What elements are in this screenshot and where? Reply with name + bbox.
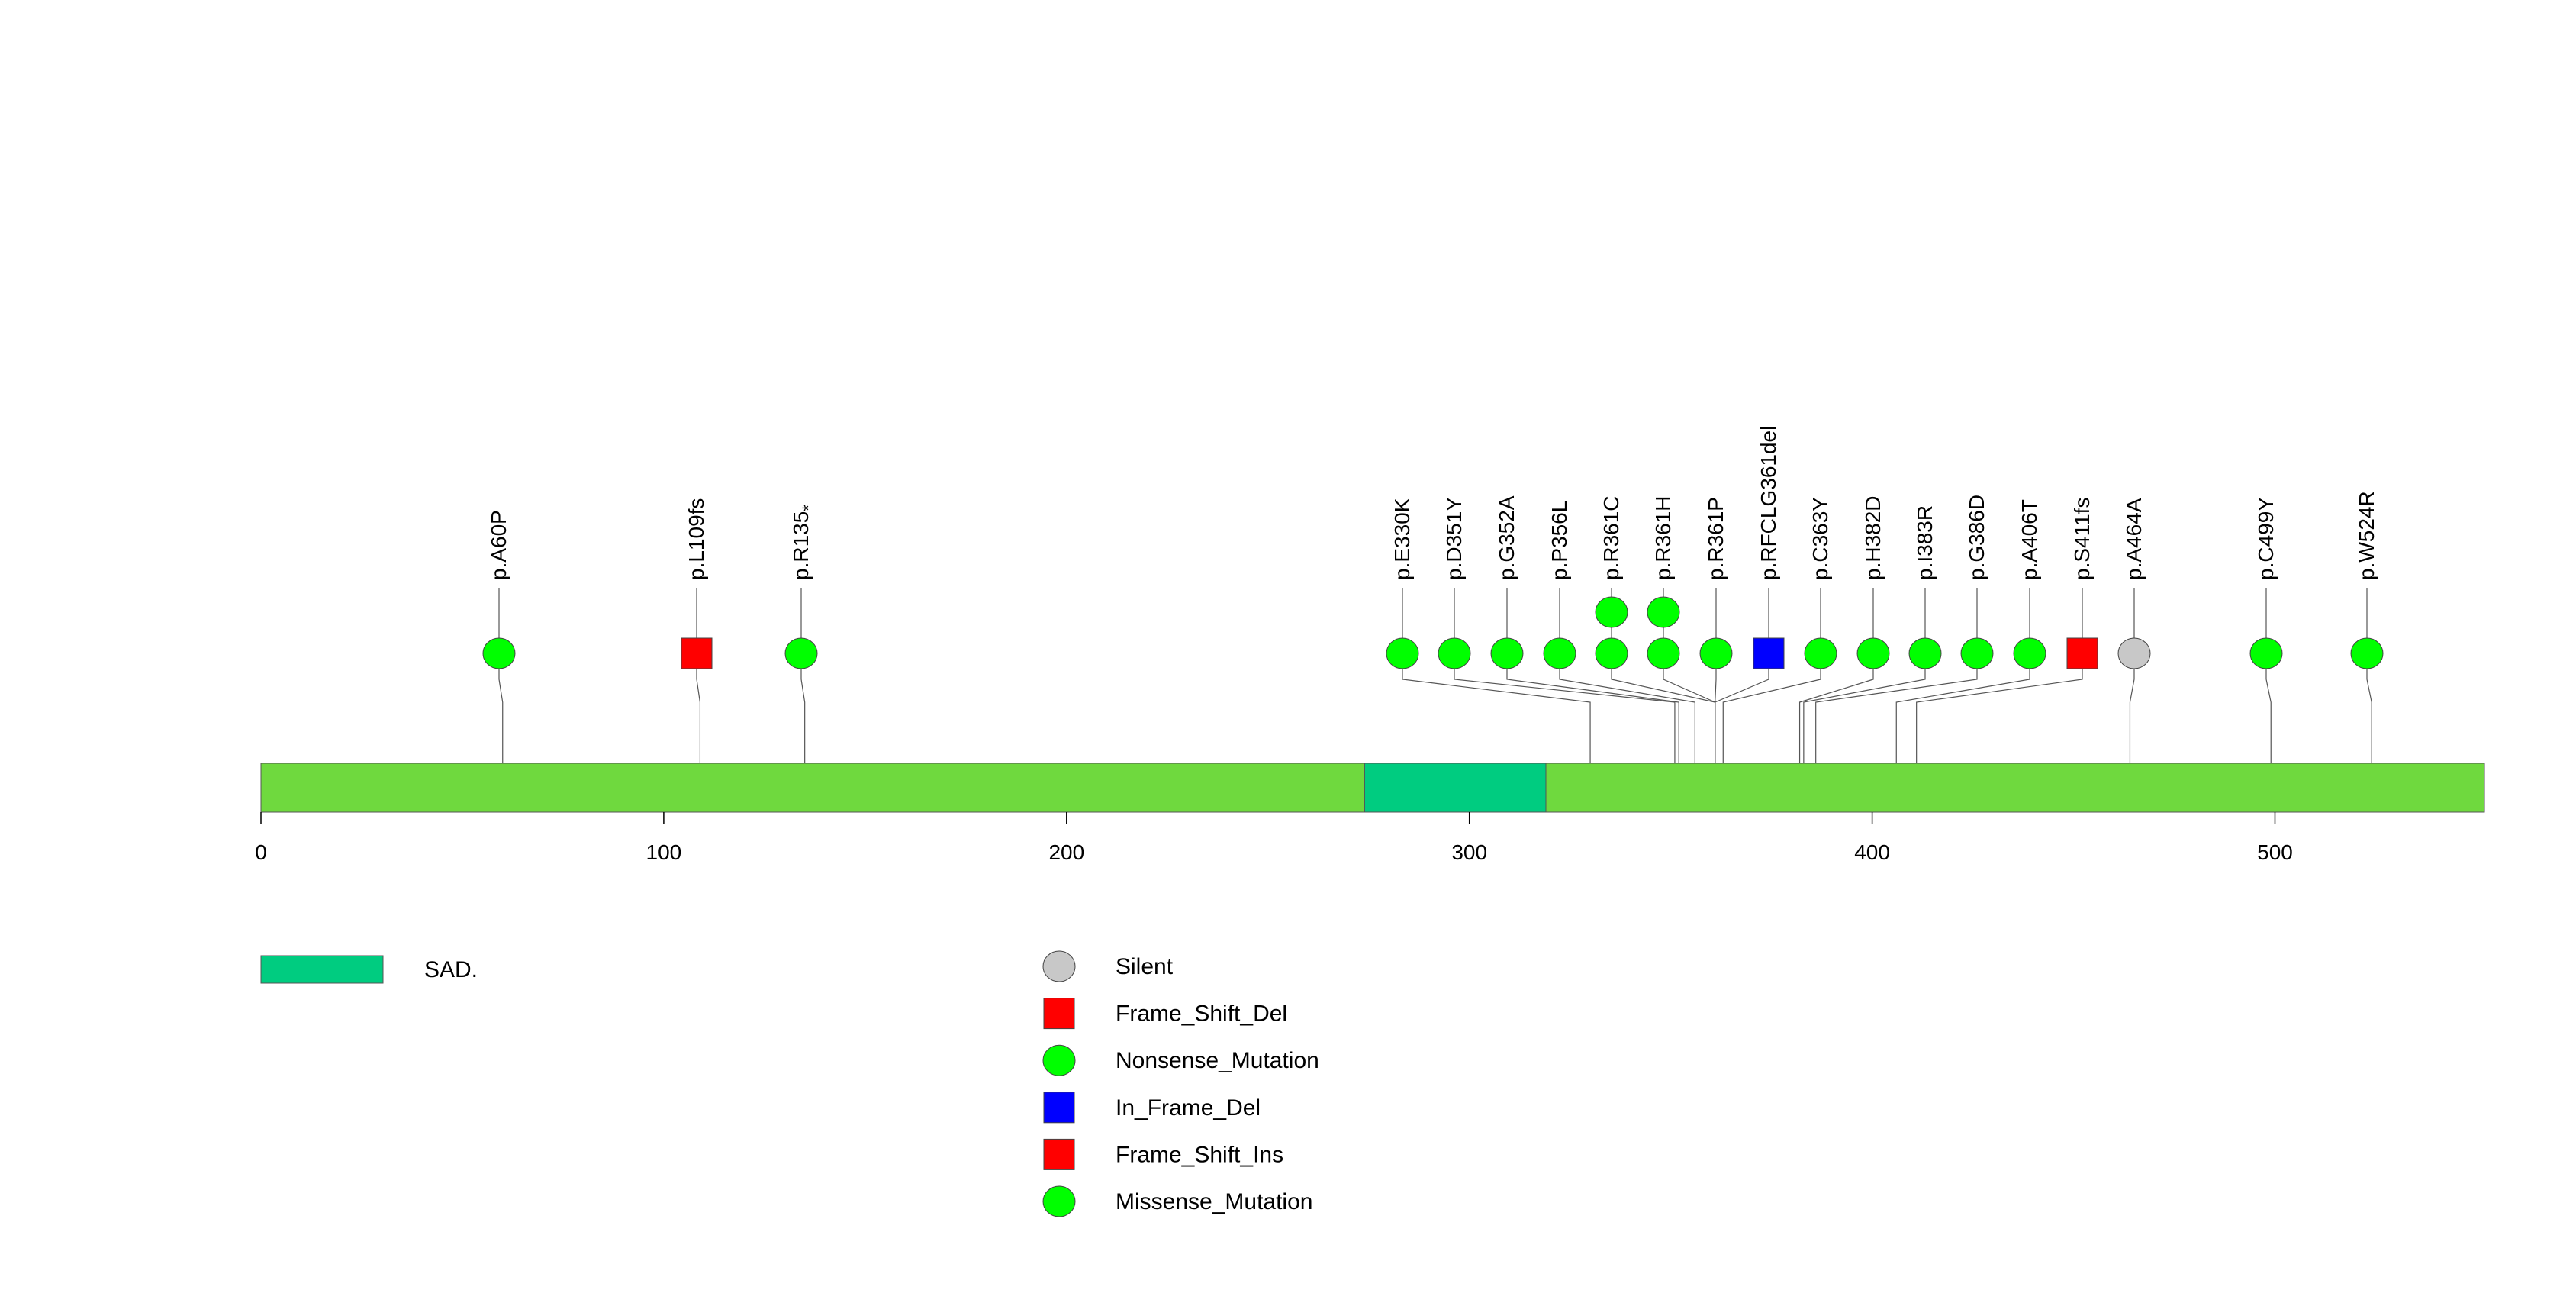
label-pc499y: p.C499Y: [2254, 497, 2278, 580]
label-ph382d: p.H382D: [1861, 495, 1885, 580]
connector-pa464a: [2129, 653, 2135, 763]
legend-silent-label: Silent: [1116, 954, 1174, 979]
x-tick-label-300: 300: [1451, 840, 1487, 864]
marker-pg352a: [1490, 637, 1524, 669]
connector-pg352a: [1506, 653, 1679, 763]
label-pr361c: p.R361C: [1599, 495, 1623, 580]
marker-pe330k: [1386, 637, 1419, 669]
label-pr361p: p.R361P: [1704, 497, 1728, 580]
legend-in-frame-del-swatch: [1043, 1092, 1075, 1124]
marker-pa406t: [2013, 637, 2046, 669]
connector-pw524r: [2366, 653, 2372, 763]
marker-pa60p: [482, 637, 516, 669]
label-pw524r: p.W524R: [2355, 491, 2378, 580]
marker-pp356l: [1543, 637, 1576, 669]
label-pa60p: p.A60P: [487, 510, 510, 580]
legend-frame-shift-del-label: Frame_Shift_Del: [1116, 1001, 1287, 1027]
label-pd351y: p.D351Y: [1442, 497, 1466, 580]
label-pr135: p.R135*: [789, 505, 818, 580]
marker-pi383r: [1908, 637, 1942, 669]
marker-pr361p: [1699, 637, 1733, 669]
label-pe330k: p.E330K: [1390, 498, 1414, 580]
marker-pg386d: [1960, 637, 1994, 669]
x-tick-label-0: 0: [255, 840, 267, 864]
domain-legend-swatch: [260, 955, 384, 984]
label-subscript-pr135: *: [799, 505, 818, 511]
label-pi383r: p.I383R: [1913, 505, 1937, 580]
marker-ph382d: [1856, 637, 1890, 669]
label-ps411fs: p.S411fs: [2070, 498, 2094, 580]
marker-pc363y: [1804, 637, 1837, 669]
domain-legend: SAD.: [260, 955, 478, 984]
x-tick-label-200: 200: [1048, 840, 1084, 864]
mutation-type-legend: Silent Frame_Shift_Del Nonsense_Mutation In…: [1042, 950, 1319, 1217]
protein-backbone-layer: [260, 763, 2485, 813]
connector-pl109fs: [696, 653, 701, 763]
connector-pe330k: [1402, 653, 1591, 763]
legend-frame-shift-del-swatch: [1043, 998, 1075, 1030]
legend-missense-mutation-label: Missense_Mutation: [1116, 1189, 1312, 1214]
connector-pr361h: [1663, 653, 1716, 763]
marker-pw524r: [2350, 637, 2384, 669]
marker-ps411fs: [2066, 637, 2098, 669]
legend-silent-swatch: [1042, 950, 1076, 982]
connector-pa60p: [498, 653, 504, 763]
marker-pr361h: [1647, 637, 1680, 669]
legend-in-frame-del-label: In_Frame_Del: [1116, 1095, 1261, 1121]
mutation-labels: p.A60P p.L109fs p.R135* p.E330K p.D351Y p.G35…: [487, 426, 2378, 580]
label-pa464a: p.A464A: [2122, 498, 2146, 580]
label-pa406t: p.A406T: [2017, 499, 2041, 580]
legend-frame-shift-ins-swatch: [1043, 1138, 1075, 1170]
connector-ps411fs: [1916, 653, 2083, 763]
marker-pr135: [784, 637, 818, 669]
mutation-markers: [482, 596, 2384, 669]
connector-pd351y: [1454, 653, 1676, 763]
legend-missense-mutation-swatch: [1042, 1185, 1076, 1217]
connector-pi383r: [1803, 653, 1926, 763]
marker-pd351y: [1438, 637, 1471, 669]
legend-nonsense-mutation-swatch: [1042, 1044, 1076, 1076]
label-pc363y: p.C363Y: [1808, 497, 1832, 580]
marker-pr361c-2: [1595, 596, 1628, 628]
marker-pc499y: [2249, 637, 2283, 669]
x-axis: 0 100 200 300 400 500: [255, 812, 2293, 864]
legend-frame-shift-ins-label: Frame_Shift_Ins: [1116, 1142, 1283, 1167]
marker-pl109fs: [681, 637, 713, 669]
label-prfclg361del: p.RFCLG361del: [1757, 426, 1780, 580]
x-tick-label-400: 400: [1854, 840, 1890, 864]
marker-prfclg361del: [1753, 637, 1785, 669]
connector-lines: [498, 588, 2372, 763]
connector-pc499y: [2265, 653, 2272, 763]
label-pr361h: p.R361H: [1651, 495, 1675, 580]
connector-pc363y: [1722, 653, 1821, 763]
connector-ph382d: [1798, 653, 1874, 763]
connector-pr135: [800, 653, 806, 763]
x-tick-label-100: 100: [646, 840, 682, 864]
label-pg352a: p.G352A: [1495, 495, 1518, 580]
marker-pa464a: [2117, 637, 2151, 669]
marker-pr361c: [1595, 637, 1628, 669]
domain-legend-label: SAD.: [424, 957, 478, 982]
domain-block-sad: [1364, 763, 1547, 813]
marker-pr361h-2: [1647, 596, 1680, 628]
label-pg386d: p.G386D: [1965, 495, 1988, 580]
x-tick-label-500: 500: [2257, 840, 2293, 864]
label-pl109fs: p.L109fs: [684, 498, 708, 580]
label-pp356l: p.P356L: [1547, 501, 1571, 580]
legend-nonsense-mutation-label: Nonsense_Mutation: [1116, 1048, 1319, 1073]
